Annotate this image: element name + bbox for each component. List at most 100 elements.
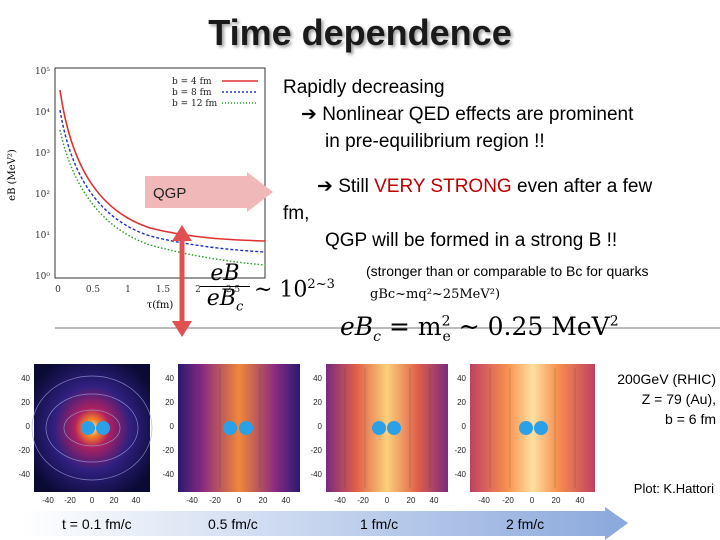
ratio-rel: ~ 10 <box>254 277 308 303</box>
bullet-line-5: fm, <box>283 203 310 224</box>
plot-frame <box>54 67 266 279</box>
panel1-xtick: 0 <box>90 496 95 505</box>
panel3-ytick: 20 <box>313 398 322 407</box>
panel4-ytick: 40 <box>457 374 466 383</box>
panel3-xtick: 0 <box>385 496 390 505</box>
panel4-xtick: 40 <box>576 496 585 505</box>
ytick: 10¹ <box>35 231 50 241</box>
panel4-xtick: -20 <box>502 496 514 505</box>
panel4-xtick: 0 <box>530 496 535 505</box>
timeline-label-2: 0.5 fm/c <box>208 516 258 532</box>
ratio-denominator-sub: c <box>235 299 244 315</box>
bullet-line-6: QGP will be formed in a strong B !! <box>325 230 618 251</box>
xtick: 2 <box>195 285 201 295</box>
xtick: 0.5 <box>86 285 101 295</box>
ratio-numerator: eB <box>210 261 240 286</box>
panel1-xtick: 40 <box>132 496 141 505</box>
panel3-ytick: 0 <box>318 422 323 431</box>
panel2-xtick: 40 <box>282 496 291 505</box>
bullet-line-1: Rapidly decreasing <box>283 77 445 98</box>
panel4-xtick: -40 <box>478 496 490 505</box>
bullet-block: Rapidly decreasing ➔ Nonlinear QED effec… <box>283 74 713 155</box>
panel4-ytick: 0 <box>462 422 467 431</box>
panel1-xtick: 20 <box>110 496 119 505</box>
bc-formula: eBc = m2e ~ 0.25 MeV2 <box>340 312 619 345</box>
collision-params: 200GeV (RHIC) Z = 79 (Au), b = 6 fm <box>617 369 716 429</box>
bullet-line-4-pre: ➔ Still <box>317 176 375 197</box>
note-line-2: gBc~mq²~25MeV²) <box>370 287 501 302</box>
ytick: 10⁵ <box>35 67 50 77</box>
panel2-ytick: -40 <box>162 470 174 479</box>
xtick: 1.5 <box>156 285 171 295</box>
panel2-ytick: -20 <box>162 446 174 455</box>
panel3-xtick: -20 <box>357 496 369 505</box>
field-panel-t2: 40 20 0 -20 -40 -40 -20 0 20 40 <box>454 364 595 505</box>
y-axis-label: eB (MeV²) <box>7 149 18 201</box>
timeline-arrow <box>20 507 628 540</box>
bc-lhs: eB <box>340 312 374 341</box>
ratio-denominator: eB <box>206 286 236 311</box>
panel3-ytick: -40 <box>310 470 322 479</box>
field-panel-t01: 40 20 0 -20 -40 -40 -20 0 20 40 <box>18 364 153 505</box>
xtick: 1 <box>125 285 131 295</box>
red-double-arrow <box>172 225 192 337</box>
panel3-xtick: 40 <box>430 496 439 505</box>
panel2-ytick: 0 <box>170 422 175 431</box>
panel2-ytick: 40 <box>165 374 174 383</box>
panel4-xtick: 20 <box>552 496 561 505</box>
bc-sup: 2 <box>441 313 451 330</box>
panel4-ytick: -20 <box>454 446 466 455</box>
qgp-label: QGP <box>153 185 186 202</box>
bullet-line-3: in pre-equilibrium region !! <box>325 131 545 152</box>
curve-b4 <box>59 89 266 242</box>
panel3-xtick: -40 <box>334 496 346 505</box>
legend-b12: b = 12 fm <box>172 99 218 109</box>
panel4-ytick: -40 <box>454 470 466 479</box>
param-energy: 200GeV (RHIC) <box>617 371 716 387</box>
timeline-label-4: 2 fm/c <box>506 516 545 532</box>
bullet-block-2: ➔ Still VERY STRONG even after a few fm,… <box>283 173 713 254</box>
panel2-ytick: 20 <box>165 398 174 407</box>
curve-b12 <box>59 129 266 266</box>
panel1-ytick: 0 <box>26 422 31 431</box>
panel1-ytick: -40 <box>18 470 30 479</box>
panel1-ytick: 20 <box>21 398 30 407</box>
panel1-ytick: 40 <box>21 374 30 383</box>
panel3-ytick: 40 <box>313 374 322 383</box>
field-panel-t1: 40 20 0 -20 -40 -40 -20 0 20 40 <box>310 364 448 505</box>
panel2-xtick: 0 <box>237 496 242 505</box>
param-impact: b = 6 fm <box>665 411 716 427</box>
bc-rhs1: = m <box>388 312 442 341</box>
panel2-xtick: -20 <box>209 496 221 505</box>
ratio-formula: eB eBc <box>200 262 250 319</box>
curve-b8 <box>59 109 266 253</box>
qgp-arrow: QGP <box>145 172 273 212</box>
note-line-1: (stronger than or comparable to Bc for q… <box>366 263 649 279</box>
x-axis-label: τ(fm) <box>147 300 174 311</box>
ratio-exp: 2~3 <box>307 277 335 292</box>
panel2-xtick: 20 <box>259 496 268 505</box>
param-charge: Z = 79 (Au), <box>641 391 716 407</box>
slide-title: Time dependence <box>208 12 512 53</box>
panel3-ytick: -20 <box>310 446 322 455</box>
panel4-ytick: 20 <box>457 398 466 407</box>
ytick: 10² <box>35 190 50 200</box>
panel1-ytick: -20 <box>18 446 30 455</box>
panel3-xtick: 20 <box>407 496 416 505</box>
xtick: 0 <box>55 285 61 295</box>
xtick: 2.5 <box>226 285 241 295</box>
panel1-xtick: -20 <box>64 496 76 505</box>
ytick: 10³ <box>35 149 50 159</box>
panel2-xtick: -40 <box>186 496 198 505</box>
ratio-value: ~ 102~3 <box>254 277 335 302</box>
plot-credit: Plot: K.Hattori <box>633 481 714 496</box>
field-panel-t05: 40 20 0 -20 -40 -40 -20 0 20 40 <box>162 364 300 505</box>
timeline-label-1: t = 0.1 fm/c <box>62 516 132 532</box>
bc-sup2: 2 <box>609 313 619 330</box>
ytick: 10⁴ <box>35 108 50 118</box>
ytick: 10⁰ <box>35 272 50 282</box>
very-strong-highlight: VERY STRONG <box>374 176 512 197</box>
legend-b8: b = 8 fm <box>172 88 212 98</box>
timeline-label-3: 1 fm/c <box>360 516 399 532</box>
bc-sub: c <box>373 329 382 345</box>
